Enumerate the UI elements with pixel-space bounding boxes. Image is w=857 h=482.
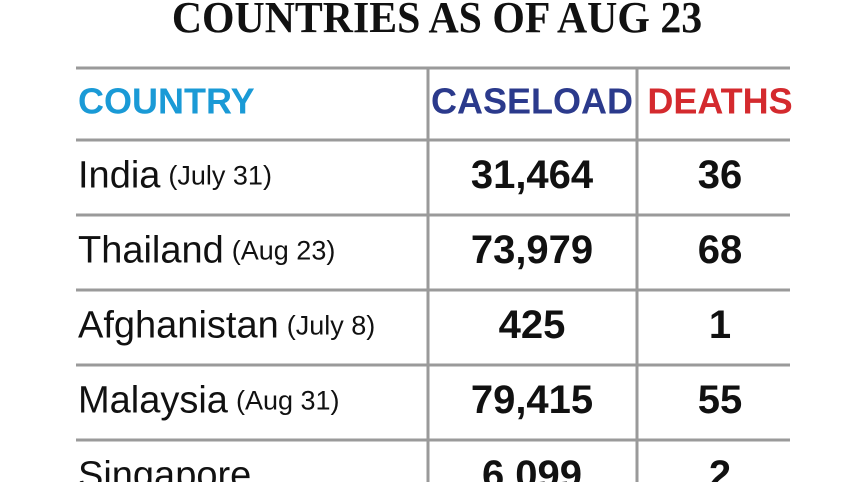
caseload-cell: 73,979: [471, 228, 593, 272]
caseload-cell: 6,099: [482, 453, 582, 482]
deaths-cell: 2: [709, 453, 731, 482]
country-cell: Afghanistan (July 8): [78, 305, 375, 347]
deaths-cell: 68: [698, 228, 743, 272]
country-name: India: [78, 155, 161, 197]
country-name: Singapore: [78, 455, 251, 482]
caseload-cell: 31,464: [471, 153, 594, 197]
country-cell: Thailand (Aug 23): [78, 230, 335, 272]
deaths-cell: 36: [698, 153, 743, 197]
report-date: (Aug 31): [236, 386, 340, 416]
deaths-cell: 55: [698, 378, 743, 422]
country-cell: Malaysia (Aug 31): [78, 380, 340, 422]
column-header: DEATHS: [647, 81, 792, 122]
column-header: CASELOAD: [431, 81, 633, 122]
country-cell: India (July 31): [78, 155, 272, 197]
deaths-cell: 1: [709, 303, 731, 347]
caseload-cell: 425: [499, 303, 566, 347]
country-name: Malaysia: [78, 380, 229, 422]
caseload-cell: 79,415: [471, 378, 593, 422]
country-name: Afghanistan: [78, 305, 279, 347]
report-date: (July 31): [168, 161, 272, 191]
report-date: (Aug 23): [232, 236, 336, 266]
report-date: (July 8): [287, 311, 376, 341]
country-name: Thailand: [78, 230, 224, 272]
country-cell: Singapore: [78, 455, 251, 482]
title: COUNTRIES AS OF AUG 23: [172, 0, 702, 42]
column-header: COUNTRY: [78, 81, 255, 122]
